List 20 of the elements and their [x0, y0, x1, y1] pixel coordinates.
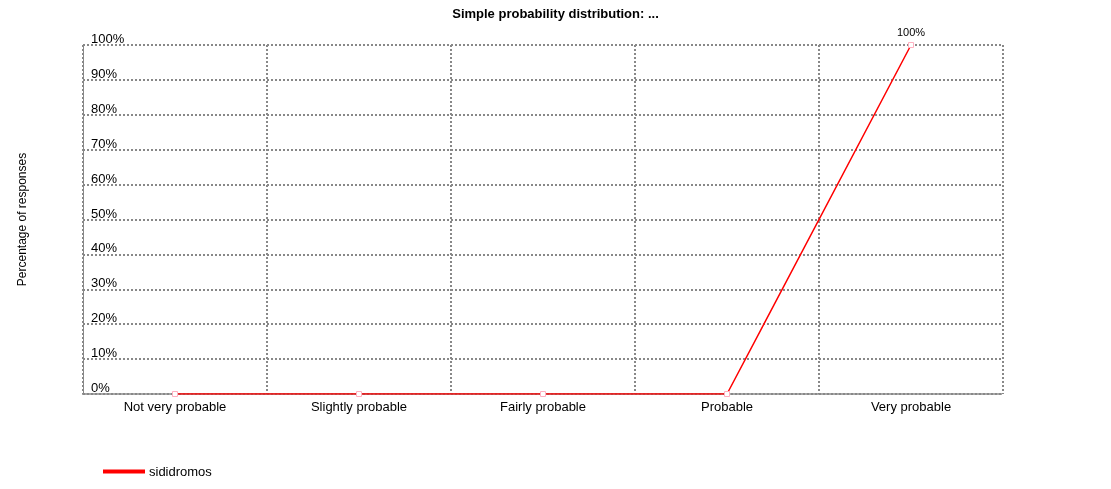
y-tick-label: 0%: [91, 380, 111, 395]
y-tick-label: 100%: [91, 31, 125, 46]
x-tick-label: Fairly probable: [500, 399, 586, 414]
y-axis-title: Percentage of responses: [15, 152, 29, 287]
y-tick-label: 20%: [91, 310, 118, 326]
y-tick-label: 10%: [91, 345, 118, 361]
y-tick-label: 30%: [91, 275, 118, 291]
x-tick-label: Very probable: [870, 399, 952, 414]
data-label: 100%: [896, 25, 926, 38]
y-tick-label: 40%: [91, 240, 118, 256]
legend-label: sididromos: [149, 464, 213, 479]
x-tick-label: Probable: [700, 399, 754, 414]
x-tick-label: Slightly probable: [310, 399, 408, 414]
y-tick-label: 80%: [91, 100, 118, 116]
x-tick-label: Not very probable: [123, 399, 227, 414]
y-tick-label: 70%: [91, 135, 118, 151]
y-tick-label: 90%: [91, 65, 118, 81]
y-tick-label: 50%: [91, 205, 118, 221]
y-tick-label: 60%: [91, 170, 118, 186]
chart-title: Simple probability distribution: ...: [452, 6, 659, 21]
